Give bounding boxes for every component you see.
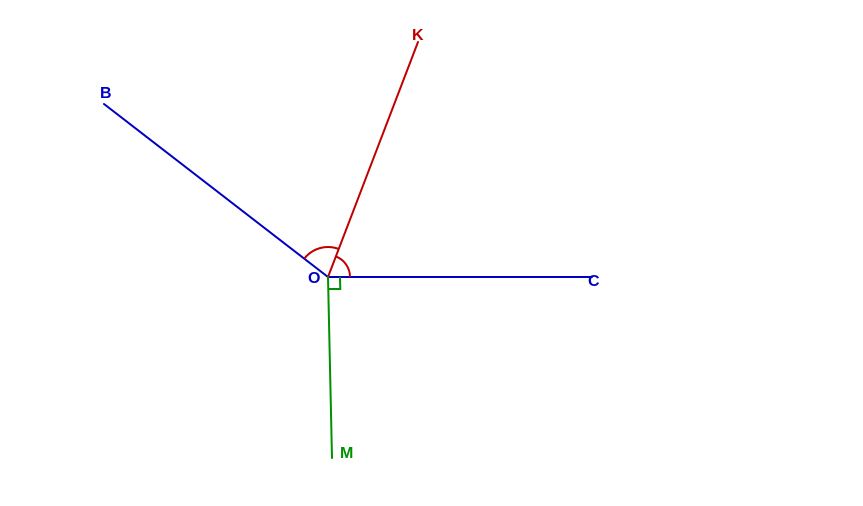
right-angle-marker <box>328 277 340 289</box>
label-B: B <box>100 85 112 102</box>
rays-group <box>104 42 592 458</box>
point-labels-group: O B C K M <box>100 27 600 462</box>
label-M: M <box>340 445 353 462</box>
label-C: C <box>588 273 600 290</box>
angle-arc <box>304 247 338 259</box>
label-K: K <box>412 27 424 44</box>
geometry-diagram: O B C K M <box>0 0 863 506</box>
ray-OK <box>328 42 418 277</box>
ray-OB <box>104 104 328 277</box>
angle-arc <box>336 256 350 277</box>
label-O: O <box>308 270 320 287</box>
right-angle-square <box>328 277 340 289</box>
ray-OM <box>328 277 332 458</box>
